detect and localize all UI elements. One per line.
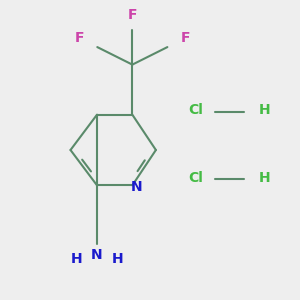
Text: N: N: [91, 248, 103, 262]
Text: H: H: [259, 103, 271, 117]
Text: N: N: [131, 180, 142, 194]
Text: H: H: [70, 252, 82, 266]
Text: Cl: Cl: [188, 171, 203, 185]
Text: H: H: [259, 171, 271, 185]
Text: F: F: [75, 31, 84, 45]
Text: H: H: [112, 252, 123, 266]
Text: Cl: Cl: [188, 103, 203, 117]
Text: F: F: [181, 31, 190, 45]
Text: F: F: [128, 8, 137, 22]
